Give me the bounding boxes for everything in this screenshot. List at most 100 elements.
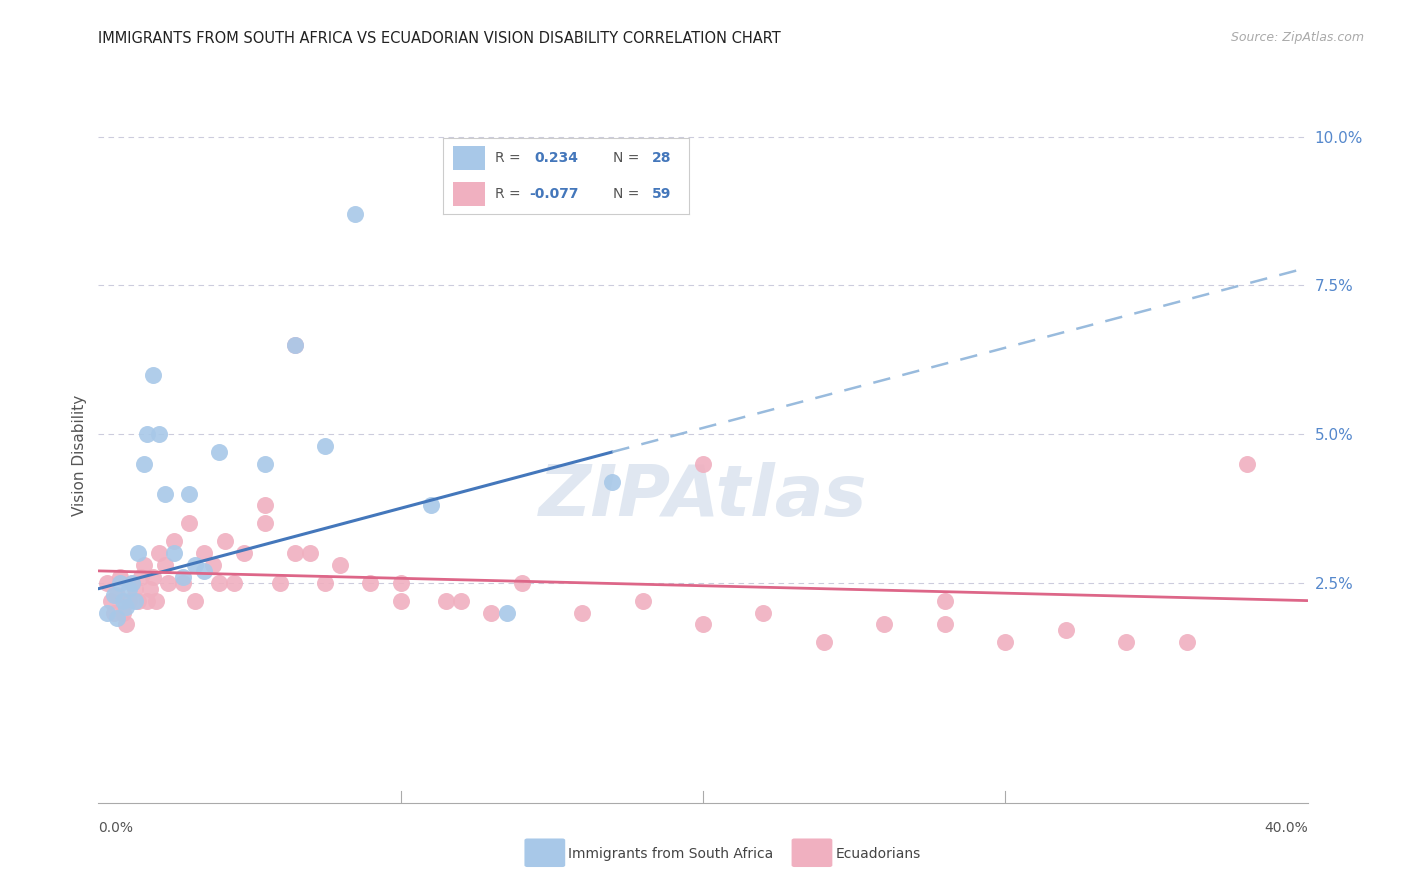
Point [100,593,122,607]
Point [118,593,141,607]
Point [163,534,186,549]
Point [873,617,896,632]
Text: 40.0%: 40.0% [1264,821,1308,835]
Point [124,593,146,607]
Text: Immigrants from South Africa: Immigrants from South Africa [568,847,773,861]
Point [172,575,194,590]
Point [105,611,128,625]
Text: R =: R = [495,187,520,202]
Y-axis label: Vision Disability: Vision Disability [72,394,87,516]
Point [111,606,134,620]
Point [145,593,167,607]
Point [752,606,775,620]
Point [153,558,176,572]
Point [142,570,165,584]
Point [692,457,714,471]
Point [193,564,215,578]
Point [1236,457,1258,471]
Point [142,368,165,382]
Text: Ecuadorians: Ecuadorians [835,847,921,861]
Point [631,593,654,607]
Point [156,575,179,590]
Point [129,570,152,584]
Point [934,617,956,632]
Point [193,546,215,560]
Point [105,588,128,602]
Point [111,593,134,607]
Point [450,593,472,607]
Text: N =: N = [613,151,640,165]
Point [602,475,624,489]
Point [121,575,143,590]
Point [495,606,517,620]
Point [284,338,307,352]
Point [179,516,201,531]
Point [96,606,118,620]
Point [184,593,207,607]
Point [208,575,231,590]
Point [253,516,276,531]
Point [127,593,149,607]
Point [314,575,336,590]
Point [284,338,307,352]
Point [121,575,143,590]
Point [692,617,714,632]
Point [114,599,136,614]
Point [148,427,170,442]
Point [1115,635,1137,649]
Point [1175,635,1198,649]
Point [108,575,131,590]
Point [269,575,291,590]
Point [571,606,593,620]
Point [434,593,457,607]
Point [299,546,322,560]
Text: 28: 28 [652,151,672,165]
Point [224,575,246,590]
Point [103,606,125,620]
Text: 59: 59 [652,187,672,202]
Point [179,486,201,500]
Point [108,570,131,584]
Point [148,546,170,560]
Point [127,546,149,560]
Point [329,558,352,572]
Bar [453,146,485,170]
Point [163,546,186,560]
Point [202,558,225,572]
Point [232,546,254,560]
Bar [453,182,485,207]
Point [344,207,367,221]
Text: ZIPAtlas: ZIPAtlas [538,462,868,531]
Text: IMMIGRANTS FROM SOUTH AFRICA VS ECUADORIAN VISION DISABILITY CORRELATION CHART: IMMIGRANTS FROM SOUTH AFRICA VS ECUADORI… [98,31,782,46]
Point [118,582,141,596]
Point [135,593,157,607]
Point [96,575,118,590]
Point [153,486,176,500]
Point [114,617,136,632]
Point [132,457,155,471]
Text: R =: R = [495,151,520,165]
Point [214,534,236,549]
Point [172,570,194,584]
Point [994,635,1017,649]
Point [481,606,503,620]
Point [139,582,162,596]
Point [184,558,207,572]
Point [1054,624,1077,638]
Point [124,582,146,596]
Point [208,445,231,459]
Point [813,635,835,649]
Point [360,575,382,590]
Text: -0.077: -0.077 [529,187,578,202]
Point [420,499,443,513]
Point [510,575,533,590]
Point [389,593,412,607]
Text: Source: ZipAtlas.com: Source: ZipAtlas.com [1230,31,1364,45]
Point [389,575,412,590]
Point [314,439,336,453]
Point [103,588,125,602]
Point [253,499,276,513]
Text: N =: N = [613,187,640,202]
Text: 0.234: 0.234 [534,151,578,165]
Point [253,457,276,471]
